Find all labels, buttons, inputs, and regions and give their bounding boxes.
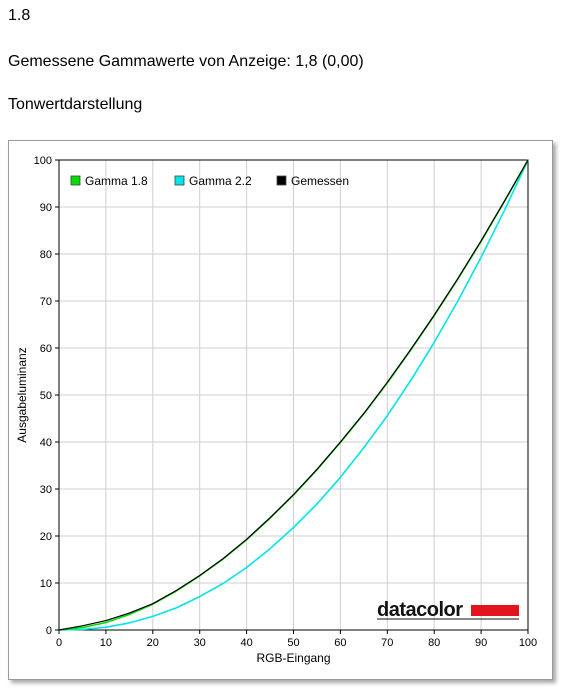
legend-label-gemessen: Gemessen bbox=[291, 174, 349, 188]
y-tick-label: 90 bbox=[40, 202, 52, 214]
x-tick-label: 80 bbox=[428, 637, 440, 649]
y-tick-label: 10 bbox=[40, 578, 52, 590]
series-line-gemessen bbox=[58, 159, 529, 631]
x-tick-label: 0 bbox=[56, 637, 62, 649]
x-tick-label: 50 bbox=[287, 637, 299, 649]
y-tick-label: 70 bbox=[40, 296, 52, 308]
y-tick-label: 40 bbox=[40, 437, 52, 449]
chart-svg: 0 10 20 30 40 50 60 70 80 90 100 0 10 20 30 40 50 60 70 80 9… bbox=[15, 155, 537, 665]
x-tick-label: 10 bbox=[100, 637, 112, 649]
legend-swatch-gemessen bbox=[276, 175, 287, 186]
y-tick-label: 80 bbox=[40, 249, 52, 261]
x-tick-label: 20 bbox=[147, 637, 159, 649]
y-axis-title: Ausgabeluminanz bbox=[15, 347, 29, 442]
x-tick-label: 100 bbox=[519, 637, 537, 649]
y-tick-label: 0 bbox=[46, 625, 52, 637]
y-tick-label: 30 bbox=[40, 484, 52, 496]
x-axis-title: RGB-Eingang bbox=[256, 651, 330, 665]
series-line-gamma-2-2 bbox=[58, 159, 529, 631]
datacolor-logo-bar bbox=[471, 605, 519, 616]
legend-label-gamma-2-2: Gamma 2.2 bbox=[189, 174, 252, 188]
x-tick-label: 70 bbox=[381, 637, 393, 649]
y-tick-label: 100 bbox=[34, 155, 52, 167]
y-tick-label: 60 bbox=[40, 343, 52, 355]
y-tick-label: 50 bbox=[40, 390, 52, 402]
tone-response-chart: 0 10 20 30 40 50 60 70 80 90 100 0 10 20 30 40 50 60 70 80 9… bbox=[8, 140, 553, 680]
x-tick-label: 30 bbox=[194, 637, 206, 649]
legend-swatch-gamma-2-2 bbox=[174, 175, 185, 186]
legend-label-gamma-1-8: Gamma 1.8 bbox=[85, 174, 148, 188]
x-tick-label: 40 bbox=[240, 637, 252, 649]
gamma-value-text: 1.8 bbox=[8, 7, 31, 24]
datacolor-logo-text: datacolor bbox=[377, 599, 463, 621]
x-tick-label: 90 bbox=[475, 637, 487, 649]
section-title: Tonwertdarstellung bbox=[8, 96, 143, 113]
legend-swatch-gamma-1-8 bbox=[70, 175, 81, 186]
x-tick-label: 60 bbox=[334, 637, 346, 649]
measured-gamma-text: Gemessene Gammawerte von Anzeige: 1,8 (0… bbox=[8, 53, 364, 70]
y-tick-label: 20 bbox=[40, 531, 52, 543]
